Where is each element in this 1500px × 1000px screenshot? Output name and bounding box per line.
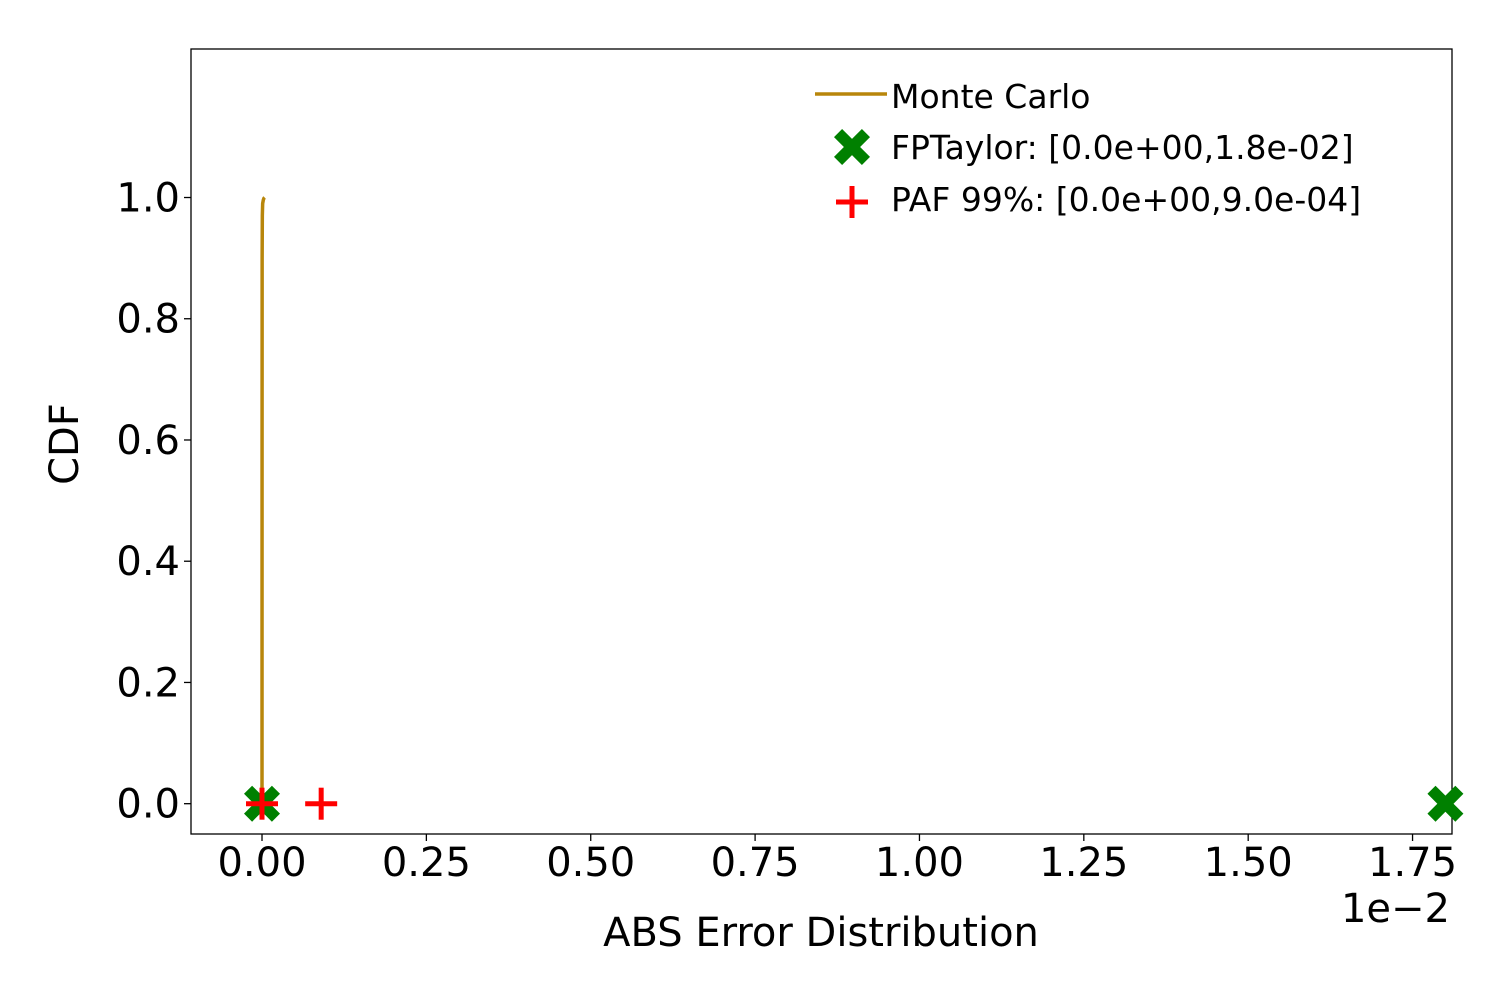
y-tick-label: 0.2 <box>116 660 180 706</box>
x-tick-label: 0.50 <box>546 840 635 886</box>
x-axis-label: ABS Error Distribution <box>603 910 1039 956</box>
y-axis-label: CDF <box>42 403 88 485</box>
y-tick-label: 0.6 <box>116 418 180 464</box>
legend-entry-paf: PAF 99%: [0.0e+00,9.0e-04] <box>836 180 1361 219</box>
y-tick-label: 0.4 <box>116 539 180 585</box>
x-tick-label: 0.25 <box>382 840 471 886</box>
legend-label: FPTaylor: [0.0e+00,1.8e-02] <box>891 128 1354 167</box>
x-tick-label: 1.50 <box>1204 840 1293 886</box>
x-tick-label: 1.75 <box>1368 840 1457 886</box>
y-axis: 0.0 0.2 0.4 0.6 0.8 1.0 <box>116 176 191 828</box>
legend-x-marker <box>834 129 870 165</box>
y-tick-label: 0.0 <box>116 782 180 828</box>
paf-marker <box>246 787 279 820</box>
plot-frame <box>190 48 1453 835</box>
x-axis-offset-label: 1e−2 <box>1341 886 1450 932</box>
legend-label: PAF 99%: [0.0e+00,9.0e-04] <box>891 180 1361 219</box>
legend-entry-fptaylor: FPTaylor: [0.0e+00,1.8e-02] <box>834 128 1354 167</box>
legend: Monte Carlo FPTaylor: [0.0e+00,1.8e-02] PA… <box>815 77 1361 219</box>
legend-label: Monte Carlo <box>891 77 1091 116</box>
paf-marker <box>305 787 338 820</box>
x-tick-label: 1.25 <box>1039 840 1128 886</box>
x-tick-label: 0.75 <box>711 840 800 886</box>
x-tick-label: 1.00 <box>875 840 964 886</box>
plot-area <box>244 196 1464 822</box>
monte-carlo-line <box>260 196 266 804</box>
fptaylor-marker <box>1427 785 1464 822</box>
legend-entry-monte-carlo: Monte Carlo <box>815 77 1091 116</box>
y-tick-label: 0.8 <box>116 297 180 343</box>
x-tick-label: 0.00 <box>217 840 306 886</box>
x-axis: 0.00 0.25 0.50 0.75 1.00 1.25 1.50 1.75 <box>217 834 1457 886</box>
y-tick-label: 1.0 <box>116 176 180 222</box>
legend-plus-marker <box>836 186 868 218</box>
